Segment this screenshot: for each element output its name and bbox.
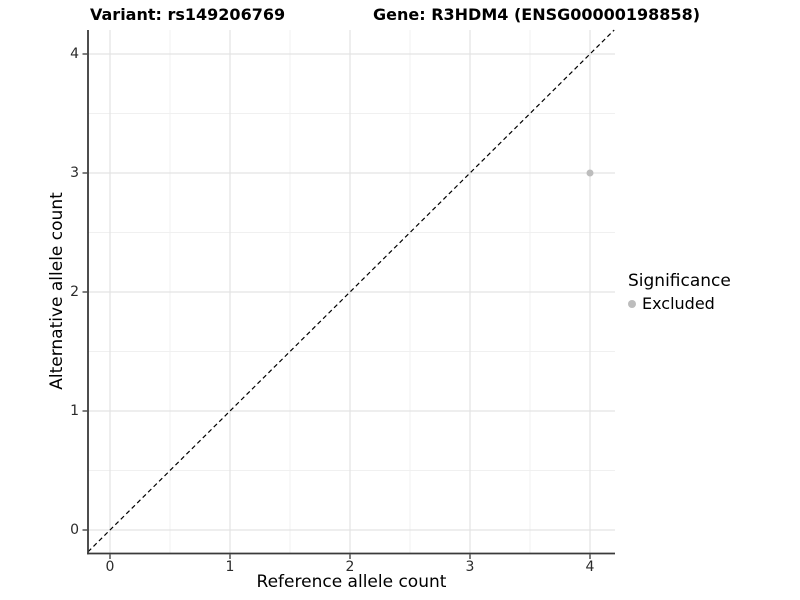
x-axis-title: Reference allele count [256, 572, 447, 592]
x-tick-label: 4 [585, 559, 595, 575]
variant-title: Variant: rs149206769 [90, 5, 286, 24]
x-tick-label: 3 [465, 559, 475, 575]
legend-entry-label: Excluded [642, 294, 715, 314]
y-tick-label: 1 [70, 402, 79, 419]
gene-title: Gene: R3HDM4 (ENSG00000198858) [373, 5, 701, 24]
y-tick-label: 2 [70, 283, 79, 300]
x-tick-label: 1 [225, 559, 235, 575]
excluded-point-icon [628, 299, 636, 308]
data-point-excluded [586, 169, 594, 177]
x-tick-label: 2 [345, 559, 355, 575]
y-tick-label: 3 [70, 164, 79, 181]
identity-line [87, 29, 615, 553]
y-tick-label: 4 [70, 45, 79, 62]
legend: Significance Excluded [628, 271, 731, 313]
y-tick-label: 0 [70, 521, 79, 538]
x-tick-label: 0 [105, 559, 115, 575]
legend-entry-excluded: Excluded [628, 294, 731, 313]
legend-title: Significance [628, 271, 731, 291]
y-axis-title: Alternative allele count [47, 192, 67, 390]
